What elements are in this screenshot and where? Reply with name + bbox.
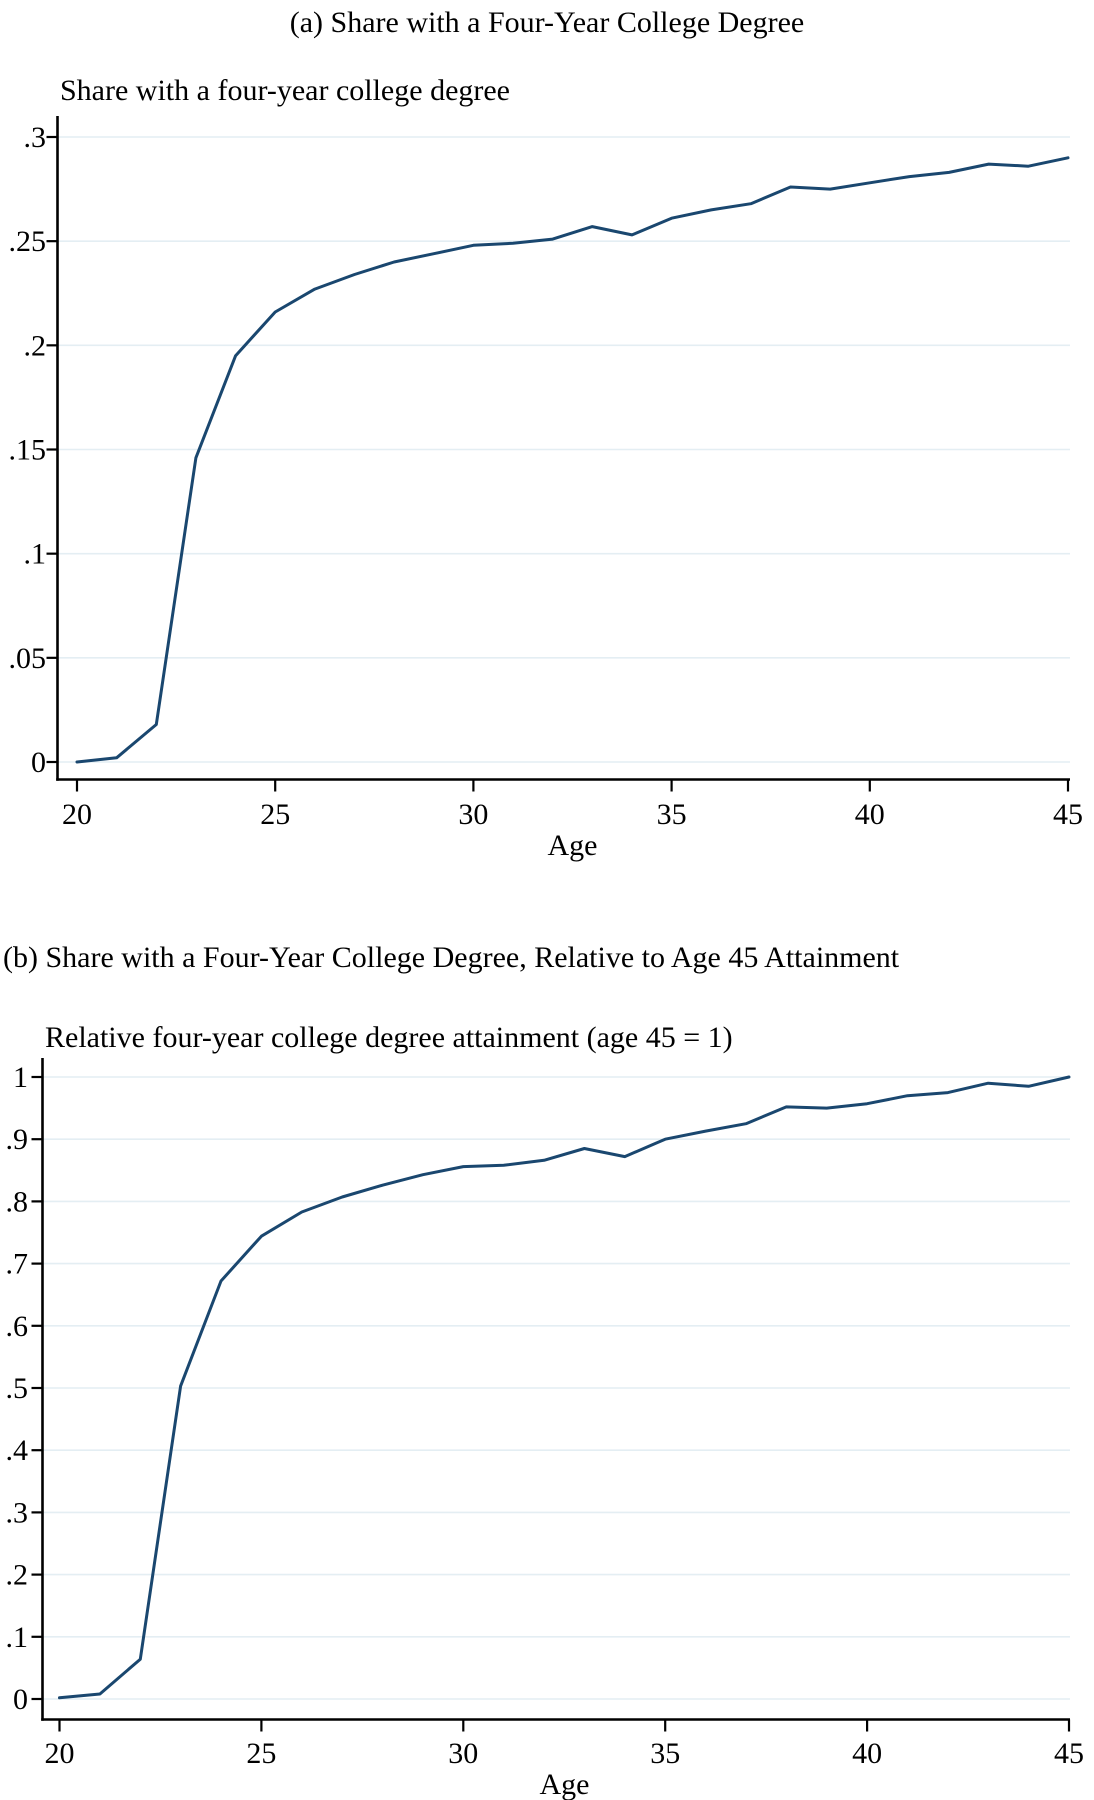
panel-a-x-tick-label: 35 bbox=[657, 798, 687, 831]
panel-b-y-tick-label: 0 bbox=[13, 1683, 28, 1716]
panel-b-y-tick-label: .6 bbox=[6, 1310, 29, 1343]
panel-a-x-tick-label: 20 bbox=[62, 798, 92, 831]
panel-a-y-tick-label: .25 bbox=[9, 225, 47, 258]
panel-b-x-tick-label: 35 bbox=[650, 1737, 680, 1770]
panel-b-y-axis-title: Relative four-year college degree attain… bbox=[45, 1021, 733, 1054]
panel-b-series-line bbox=[58, 1075, 1071, 1700]
panel-b-y-tick-label: .5 bbox=[6, 1372, 29, 1405]
panel-b-y-tick-label: .4 bbox=[6, 1434, 29, 1467]
panel-b-x-tick-label: 20 bbox=[45, 1737, 75, 1770]
panel-b-x-tick-label: 45 bbox=[1054, 1737, 1084, 1770]
panel-a-y-tick-label: .05 bbox=[9, 642, 47, 675]
panel-a-x-tick-label: 45 bbox=[1053, 798, 1083, 831]
panel-a-y-axis-title: Share with a four-year college degree bbox=[60, 74, 510, 107]
panel-a-series-line bbox=[75, 156, 1070, 764]
panel-a-y-tick-label: .15 bbox=[9, 434, 47, 467]
panel-a-y-tick-label: .3 bbox=[24, 121, 47, 154]
panel-b-x-tick-label: 40 bbox=[852, 1737, 882, 1770]
panel-b-x-tick-label: 25 bbox=[246, 1737, 276, 1770]
panel-b-y-tick-label: .1 bbox=[6, 1621, 29, 1654]
panel-b-y-tick-label: .2 bbox=[6, 1559, 29, 1592]
panel-a-y-tick-label: 0 bbox=[31, 746, 46, 779]
panel-a-title: (a) Share with a Four-Year College Degre… bbox=[289, 6, 805, 39]
panel-b-y-tick-label: .8 bbox=[6, 1185, 29, 1218]
panel-b-y-tick-label: 1 bbox=[13, 1061, 28, 1094]
panel-a-y-tick-label: .2 bbox=[24, 329, 47, 362]
panel-b-x-tick-label: 30 bbox=[448, 1737, 478, 1770]
panel-a-x-tick-label: 40 bbox=[855, 798, 885, 831]
panel-a-y-tick-label: .1 bbox=[24, 538, 47, 571]
panel-b-y-tick-label: .7 bbox=[6, 1248, 29, 1281]
panel-a-x-axis-label: Age bbox=[547, 829, 598, 862]
panel-b-x-axis-label: Age bbox=[539, 1768, 590, 1800]
panel-b-y-tick-label: .3 bbox=[6, 1496, 29, 1529]
panel-b-y-tick-label: .9 bbox=[6, 1123, 29, 1156]
panel-a-x-tick-label: 25 bbox=[260, 798, 290, 831]
panel-a-x-tick-label: 30 bbox=[458, 798, 488, 831]
panel-b-title: (b) Share with a Four-Year College Degre… bbox=[3, 941, 900, 974]
